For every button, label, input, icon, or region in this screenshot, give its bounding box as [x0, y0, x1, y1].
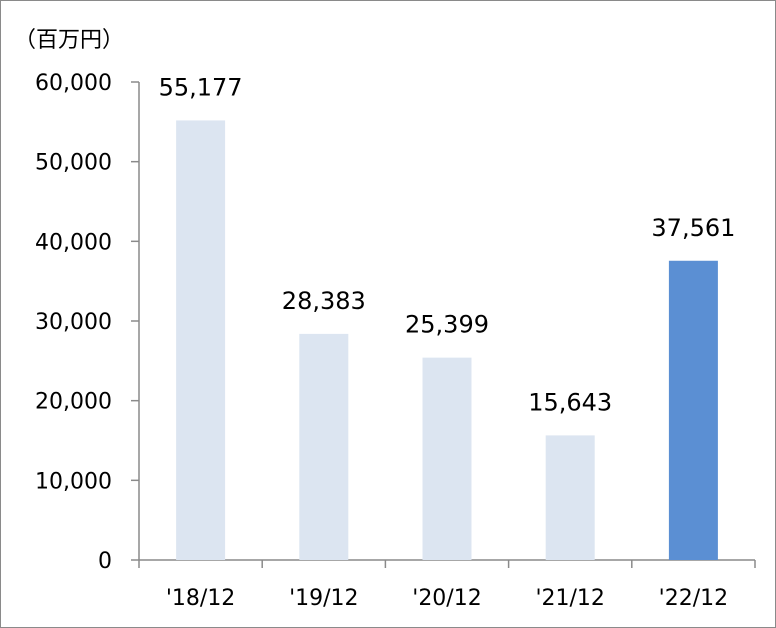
data-label: 28,383	[282, 287, 366, 315]
bar	[668, 260, 718, 560]
x-tick-label: '18/12	[166, 586, 235, 611]
y-tick-label: 0	[98, 549, 112, 574]
y-tick-label: 30,000	[35, 310, 112, 335]
x-tick-label: '20/12	[412, 586, 481, 611]
unit-label: （百万円）	[14, 28, 124, 53]
data-label: 37,561	[651, 214, 735, 242]
data-label: 55,177	[159, 73, 243, 101]
data-label: 25,399	[405, 311, 489, 339]
x-tick-label: '21/12	[535, 586, 604, 611]
plot-area: 0 10,000 20,000 30,000 40,000 50,000 60,000 55,…	[35, 71, 756, 611]
x-tick-label: '22/12	[659, 586, 728, 611]
bar	[545, 435, 595, 560]
bar	[422, 357, 472, 560]
y-tick-label: 10,000	[35, 469, 112, 494]
bar	[176, 120, 226, 561]
y-tick-label: 40,000	[35, 230, 112, 255]
bar	[299, 333, 349, 560]
data-label: 15,643	[528, 388, 612, 416]
y-tick-label: 50,000	[35, 151, 112, 176]
y-tick-label: 20,000	[35, 390, 112, 415]
x-tick-label: '19/12	[289, 586, 358, 611]
y-tick-label: 60,000	[35, 71, 112, 96]
